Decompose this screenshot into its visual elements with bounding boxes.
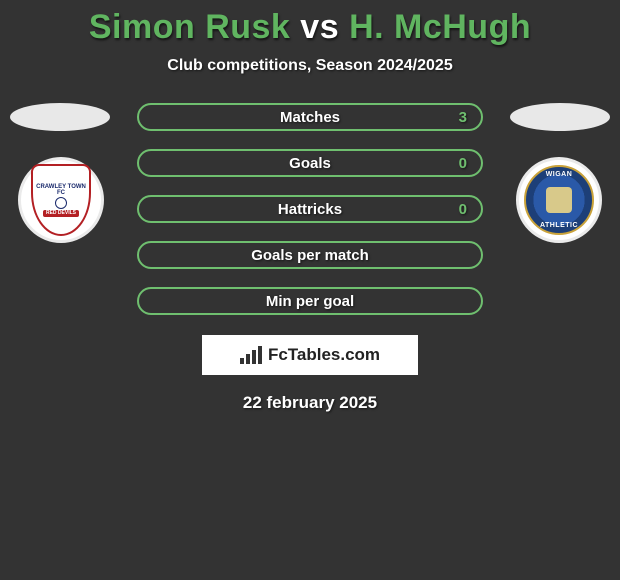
- logo-text: FcTables.com: [268, 345, 380, 365]
- crawley-town-crest: CRAWLEY TOWN FC RED DEVILS: [31, 164, 91, 236]
- bar-chart-icon: [240, 346, 262, 364]
- wigan-athletic-crest: WIGAN ATHLETIC: [524, 165, 594, 235]
- stat-row-goals: Goals 0: [137, 149, 483, 177]
- badge-left-banner: RED DEVILS: [43, 210, 79, 217]
- stat-label: Goals per match: [251, 247, 369, 264]
- stat-label: Matches: [280, 109, 340, 126]
- stat-label: Min per goal: [266, 293, 354, 310]
- player1-club-badge: CRAWLEY TOWN FC RED DEVILS: [18, 157, 104, 243]
- player1-name: Simon Rusk: [89, 8, 290, 46]
- badge-left-top-text: CRAWLEY TOWN FC: [33, 184, 89, 196]
- player2-club-badge: WIGAN ATHLETIC: [516, 157, 602, 243]
- subtitle: Club competitions, Season 2024/2025: [0, 57, 620, 75]
- content-area: CRAWLEY TOWN FC RED DEVILS WIGAN ATHLETI…: [0, 103, 620, 413]
- stat-row-min-per-goal: Min per goal: [137, 287, 483, 315]
- stat-label: Goals: [289, 155, 331, 172]
- vs-text: vs: [300, 8, 339, 46]
- football-icon: [55, 197, 67, 209]
- fctables-logo: FcTables.com: [202, 335, 418, 375]
- stat-label: Hattricks: [278, 201, 342, 218]
- stat-rows: Matches 3 Goals 0 Hattricks 0 Goals per …: [137, 103, 483, 315]
- stat-value: 0: [459, 201, 467, 218]
- stat-row-goals-per-match: Goals per match: [137, 241, 483, 269]
- stat-row-matches: Matches 3: [137, 103, 483, 131]
- badge-right-bottom-text: ATHLETIC: [540, 222, 578, 229]
- badge-right-top-text: WIGAN: [546, 171, 573, 178]
- player2-head-placeholder: [510, 103, 610, 131]
- stat-row-hattricks: Hattricks 0: [137, 195, 483, 223]
- crest-tree-icon: [546, 187, 572, 213]
- comparison-title: Simon Rusk vs H. McHugh: [0, 0, 620, 47]
- stat-value: 0: [459, 155, 467, 172]
- player1-head-placeholder: [10, 103, 110, 131]
- stat-value: 3: [459, 109, 467, 126]
- player2-name: H. McHugh: [349, 8, 531, 46]
- date-text: 22 february 2025: [0, 393, 620, 413]
